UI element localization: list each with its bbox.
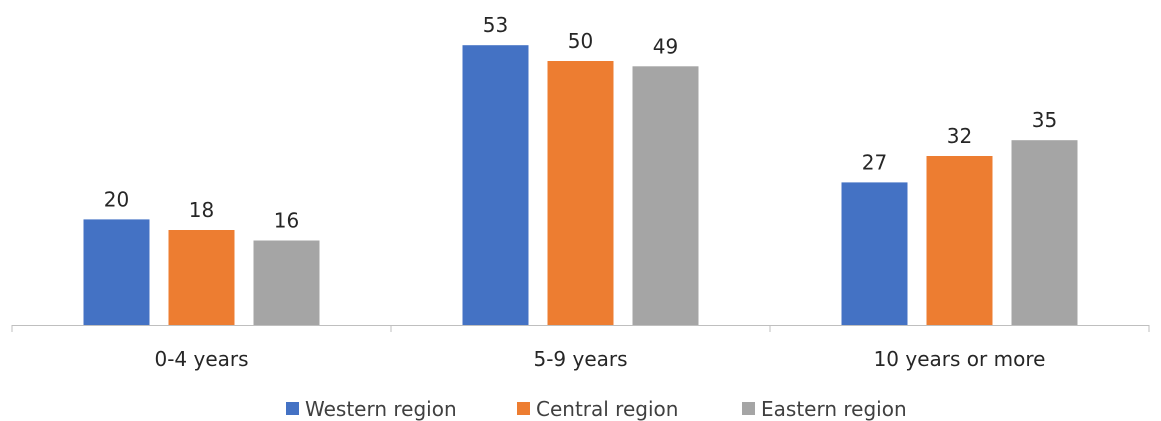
legend-swatch-central-region <box>517 402 530 415</box>
bars-group <box>83 45 1078 326</box>
legend-label: Central region <box>536 397 678 421</box>
x-tick-label: 10 years or more <box>874 347 1046 371</box>
bar-central-region-10-years-or-more <box>926 156 993 325</box>
bar-western-region-10-years-or-more <box>841 182 908 325</box>
bar-central-region-0-4-years <box>168 230 235 325</box>
data-label: 53 <box>483 13 508 37</box>
legend-label: Western region <box>305 397 457 421</box>
bar-eastern-region-10-years-or-more <box>1011 140 1078 325</box>
data-label: 49 <box>653 34 678 58</box>
data-label: 50 <box>568 29 593 53</box>
data-label: 32 <box>947 124 972 148</box>
data-labels-group: 20 18 16 53 50 49 27 32 35 <box>104 13 1057 232</box>
bar-eastern-region-0-4-years <box>253 240 320 325</box>
bar-central-region-5-9-years <box>547 61 614 325</box>
legend-swatch-western-region <box>286 402 299 415</box>
bar-eastern-region-5-9-years <box>632 66 699 326</box>
data-label: 35 <box>1032 108 1057 132</box>
data-label: 20 <box>104 187 129 211</box>
data-label: 27 <box>862 150 887 174</box>
x-tick-label: 0-4 years <box>154 347 248 371</box>
legend: Western region Central region Eastern regi… <box>286 397 907 421</box>
x-tick-label: 5-9 years <box>533 347 627 371</box>
x-axis: 0-4 years 5-9 years 10 years or more <box>11 325 1150 371</box>
legend-label: Eastern region <box>761 397 907 421</box>
data-label: 16 <box>274 209 299 233</box>
bar-western-region-0-4-years <box>83 219 150 325</box>
data-label: 18 <box>189 198 214 222</box>
legend-swatch-eastern-region <box>742 402 755 415</box>
bar-western-region-5-9-years <box>462 45 529 325</box>
